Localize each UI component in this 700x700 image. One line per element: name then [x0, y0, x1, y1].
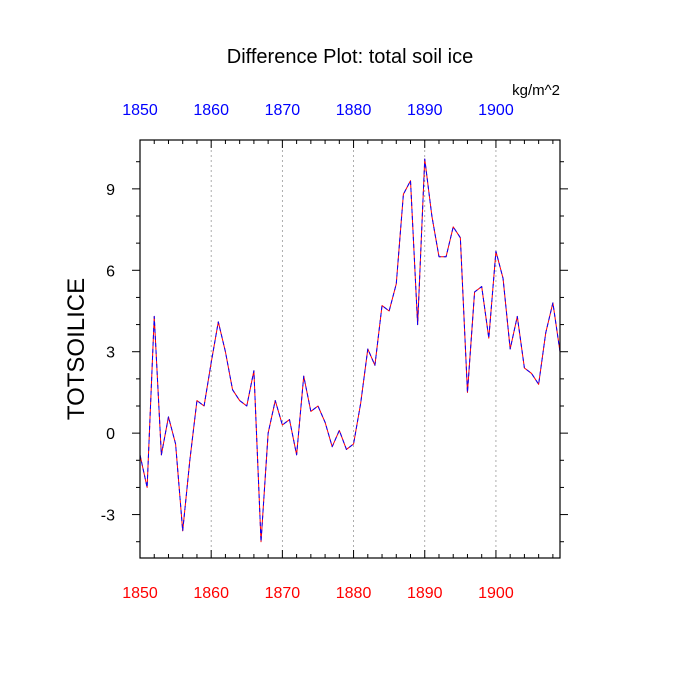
y-tick-label: 3	[106, 345, 115, 362]
units-label: kg/m^2	[512, 82, 560, 99]
y-tick-label: 6	[106, 263, 115, 280]
y-axis-label: TOTSOILICE	[63, 278, 90, 420]
plot-frame	[139, 139, 561, 559]
series-lines	[139, 158, 561, 543]
x-tick-label-top: 1880	[336, 102, 372, 119]
grid-lines	[210, 140, 497, 558]
x-tick-label-top: 1890	[407, 102, 443, 119]
x-tick-label-bottom: 1850	[122, 585, 158, 602]
chart-title: Difference Plot: total soil ice	[227, 46, 473, 68]
series-line-1	[139, 158, 561, 543]
y-tick-label: 9	[106, 182, 115, 199]
x-tick-label-bottom: 1890	[407, 585, 443, 602]
series-line-2	[139, 158, 561, 543]
x-tick-label-bottom: 1880	[336, 585, 372, 602]
x-tick-label-bottom: 1870	[265, 585, 301, 602]
axis-ticks	[132, 140, 568, 558]
x-tick-label-top: 1900	[478, 102, 514, 119]
x-tick-label-top: 1850	[122, 102, 158, 119]
tick-labels: 1850 1860 1870 1880 1890 1900 1850 1860 1870 1880…	[101, 102, 514, 602]
x-tick-label-bottom: 1900	[478, 585, 514, 602]
x-tick-label-top: 1870	[265, 102, 301, 119]
x-tick-label-top: 1860	[193, 102, 229, 119]
y-tick-label: -3	[101, 508, 115, 525]
x-tick-label-bottom: 1860	[193, 585, 229, 602]
y-tick-label: 0	[106, 426, 115, 443]
